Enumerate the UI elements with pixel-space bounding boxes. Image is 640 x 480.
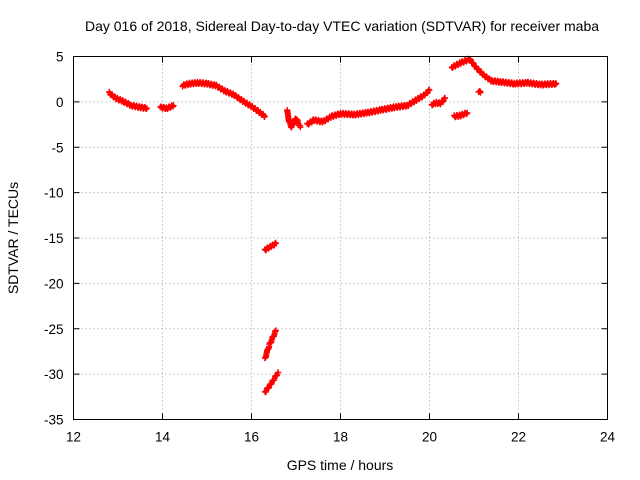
y-tick-label: 0: [56, 95, 64, 110]
x-tick-label: 20: [422, 430, 437, 445]
y-axis-label: SDTVAR / TECUs: [5, 182, 21, 294]
x-tick-label: 12: [66, 430, 81, 445]
data-point-marker: [442, 95, 449, 102]
data-point-marker: [170, 102, 177, 109]
data-point-marker: [272, 240, 279, 247]
data-point-marker: [477, 89, 484, 96]
data-point-marker: [297, 124, 304, 131]
data-segment: [157, 102, 177, 113]
data-layer: [106, 55, 560, 396]
y-tick-labels: 5 0 -5 -10 -15 -20 -25 -30 -35: [44, 50, 64, 428]
data-segment: [179, 78, 268, 120]
data-segment: [261, 239, 279, 254]
plot-frame: [73, 56, 608, 420]
data-segment: [448, 55, 560, 89]
data-segment: [450, 109, 471, 121]
y-tick-label: -15: [44, 231, 64, 246]
data-point-marker: [464, 109, 471, 116]
x-tick-labels: 12 14 16 18 20 22 24: [66, 430, 616, 445]
y-tick-label: 5: [56, 50, 64, 65]
data-segment: [284, 107, 304, 131]
y-tick-label: -20: [44, 276, 64, 291]
data-point-marker: [143, 105, 150, 112]
y-tick-label: -10: [44, 186, 64, 201]
data-point-marker: [426, 87, 433, 94]
x-tick-label: 16: [244, 430, 259, 445]
data-segment: [261, 327, 279, 362]
data-point-marker: [261, 113, 268, 120]
y-tick-label: -35: [44, 413, 64, 428]
data-segment: [261, 369, 282, 396]
data-point-marker: [272, 327, 279, 334]
data-point-marker: [275, 369, 282, 376]
y-tick-label: -5: [51, 140, 63, 155]
data-segment: [428, 94, 449, 109]
chart-title: Day 016 of 2018, Sidereal Day-to-day VTE…: [85, 18, 599, 34]
data-segment: [106, 88, 150, 113]
y-tick-label: -30: [44, 367, 64, 382]
data-segment: [304, 86, 433, 128]
x-tick-label: 22: [511, 430, 526, 445]
data-point-marker: [553, 80, 560, 87]
data-segment: [475, 88, 484, 96]
x-axis-label: GPS time / hours: [287, 457, 394, 473]
x-tick-label: 24: [600, 430, 616, 445]
x-tick-label: 18: [333, 430, 348, 445]
y-tick-label: -25: [44, 322, 64, 337]
x-tick-label: 14: [155, 430, 171, 445]
